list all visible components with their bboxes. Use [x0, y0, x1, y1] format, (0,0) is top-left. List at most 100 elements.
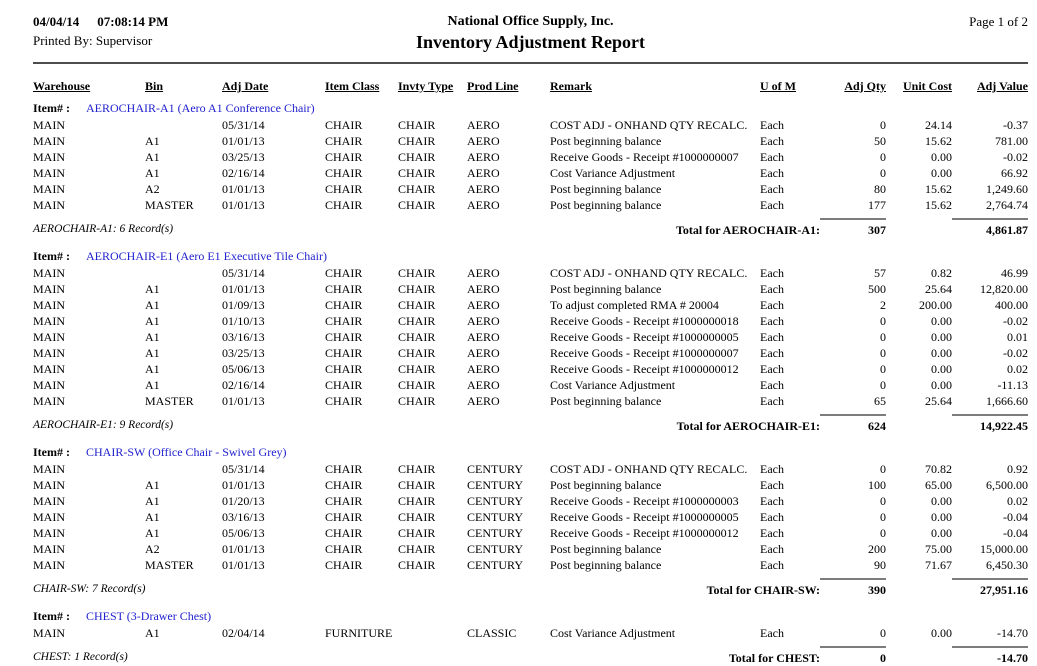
cell-u-of-m: Each — [760, 478, 784, 492]
adjustment-row: MAIN A1 01/01/13 CHAIR CHAIR CENTURY Post begi… — [33, 477, 1028, 493]
adjustment-row: MAIN A1 02/16/14 CHAIR CHAIR AERO Cost Varianc… — [33, 377, 1028, 393]
group-total-label: Total for CHEST: — [728, 651, 820, 665]
item-link[interactable]: CHEST (3-Drawer Chest) — [86, 609, 212, 623]
cell-remark: Post beginning balance — [550, 182, 662, 196]
item-link[interactable]: AEROCHAIR-A1 (Aero A1 Conference Chair) — [86, 101, 315, 115]
cell-adj-value: 1,666.60 — [986, 394, 1028, 408]
cell-invty-type: CHAIR — [398, 394, 436, 408]
cell-adj-value: 15,000.00 — [980, 542, 1028, 556]
cell-adj-qty: 80 — [874, 182, 886, 196]
cell-u-of-m: Each — [760, 182, 784, 196]
cell-adj-date: 02/04/14 — [222, 626, 265, 640]
cell-adj-date: 05/31/14 — [222, 266, 265, 280]
group-total-qty: 0 — [820, 646, 886, 666]
cell-item-class: CHAIR — [325, 542, 363, 556]
cell-unit-cost: 71.67 — [925, 558, 952, 572]
cell-adj-qty: 0 — [880, 330, 886, 344]
cell-adj-date: 03/16/13 — [222, 510, 265, 524]
cell-invty-type: CHAIR — [398, 166, 436, 180]
cell-remark: Post beginning balance — [550, 542, 662, 556]
cell-adj-value: 1,249.60 — [986, 182, 1028, 196]
cell-invty-type: CHAIR — [398, 462, 436, 476]
cell-bin: A1 — [145, 378, 160, 392]
cell-bin: A1 — [145, 150, 160, 164]
cell-prod-line: AERO — [467, 362, 500, 376]
cell-adj-value: 6,500.00 — [986, 478, 1028, 492]
cell-warehouse: MAIN — [33, 478, 65, 492]
cell-prod-line: CENTURY — [467, 462, 524, 476]
cell-prod-line: AERO — [467, 134, 500, 148]
col-header-remark: Remark — [550, 79, 592, 93]
cell-adj-value: 0.92 — [1007, 462, 1028, 476]
cell-u-of-m: Each — [760, 462, 784, 476]
cell-adj-value: 400.00 — [995, 298, 1028, 312]
cell-adj-qty: 0 — [880, 462, 886, 476]
cell-warehouse: MAIN — [33, 198, 65, 212]
cell-remark: Receive Goods - Receipt #1000000007 — [550, 150, 739, 164]
cell-unit-cost: 0.00 — [931, 346, 952, 360]
cell-adj-date: 05/06/13 — [222, 526, 265, 540]
adjustment-row: MAIN A1 05/06/13 CHAIR CHAIR AERO Receive Good… — [33, 361, 1028, 377]
cell-prod-line: CENTURY — [467, 494, 524, 508]
cell-u-of-m: Each — [760, 282, 784, 296]
cell-adj-qty: 0 — [880, 118, 886, 132]
cell-prod-line: AERO — [467, 182, 500, 196]
cell-remark: Receive Goods - Receipt #1000000012 — [550, 362, 739, 376]
cell-invty-type: CHAIR — [398, 134, 436, 148]
cell-invty-type: CHAIR — [398, 282, 436, 296]
cell-warehouse: MAIN — [33, 166, 65, 180]
cell-invty-type: CHAIR — [398, 346, 436, 360]
cell-item-class: CHAIR — [325, 266, 363, 280]
cell-unit-cost: 0.00 — [931, 362, 952, 376]
cell-adj-date: 01/01/13 — [222, 282, 265, 296]
group-total-qty: 390 — [820, 578, 886, 598]
cell-adj-date: 02/16/14 — [222, 378, 265, 392]
group-total-row: AEROCHAIR-A1: 6 Record(s) Total for AERO… — [33, 218, 1028, 238]
cell-bin: A1 — [145, 362, 160, 376]
cell-invty-type: CHAIR — [398, 330, 436, 344]
cell-prod-line: AERO — [467, 118, 500, 132]
cell-adj-date: 05/06/13 — [222, 362, 265, 376]
cell-remark: Post beginning balance — [550, 134, 662, 148]
cell-prod-line: AERO — [467, 198, 500, 212]
cell-adj-date: 01/01/13 — [222, 198, 265, 212]
cell-u-of-m: Each — [760, 314, 784, 328]
item-link[interactable]: AEROCHAIR-E1 (Aero E1 Executive Tile Cha… — [86, 249, 327, 263]
adjustment-row: MAIN 05/31/14 CHAIR CHAIR AERO COST ADJ - ONH… — [33, 265, 1028, 281]
cell-adj-date: 03/25/13 — [222, 150, 265, 164]
cell-adj-date: 05/31/14 — [222, 462, 265, 476]
item-header: Item# : AEROCHAIR-E1 (Aero E1 Executive … — [33, 248, 1028, 265]
print-time: 07:08:14 PM — [97, 14, 169, 29]
cell-remark: Post beginning balance — [550, 478, 662, 492]
cell-u-of-m: Each — [760, 346, 784, 360]
item-header: Item# : AEROCHAIR-A1 (Aero A1 Conference… — [33, 100, 1028, 117]
record-count: CHEST: 1 Record(s) — [33, 651, 128, 663]
group-total-qty: 307 — [820, 218, 886, 238]
cell-adj-value: -0.02 — [1003, 346, 1028, 360]
item-rows: MAIN 05/31/14 CHAIR CHAIR AERO COST ADJ - ONH… — [33, 265, 1028, 409]
cell-warehouse: MAIN — [33, 462, 65, 476]
cell-remark: Post beginning balance — [550, 198, 662, 212]
cell-warehouse: MAIN — [33, 510, 65, 524]
cell-adj-date: 01/01/13 — [222, 394, 265, 408]
cell-warehouse: MAIN — [33, 182, 65, 196]
cell-warehouse: MAIN — [33, 394, 65, 408]
cell-adj-qty: 0 — [880, 510, 886, 524]
item-link[interactable]: CHAIR-SW (Office Chair - Swivel Grey) — [86, 445, 287, 459]
cell-bin: MASTER — [145, 198, 194, 212]
cell-adj-qty: 0 — [880, 378, 886, 392]
cell-item-class: CHAIR — [325, 298, 363, 312]
cell-remark: COST ADJ - ONHAND QTY RECALC. — [550, 462, 748, 476]
cell-item-class: CHAIR — [325, 282, 363, 296]
total-spacer — [886, 646, 952, 666]
cell-remark: COST ADJ - ONHAND QTY RECALC. — [550, 118, 748, 132]
cell-bin: A1 — [145, 346, 160, 360]
cell-prod-line: CENTURY — [467, 510, 524, 524]
cell-invty-type: CHAIR — [398, 494, 436, 508]
cell-item-class: CHAIR — [325, 558, 363, 572]
cell-unit-cost: 0.00 — [931, 150, 952, 164]
header-divider — [33, 62, 1028, 64]
cell-item-class: CHAIR — [325, 526, 363, 540]
cell-adj-qty: 50 — [874, 134, 886, 148]
